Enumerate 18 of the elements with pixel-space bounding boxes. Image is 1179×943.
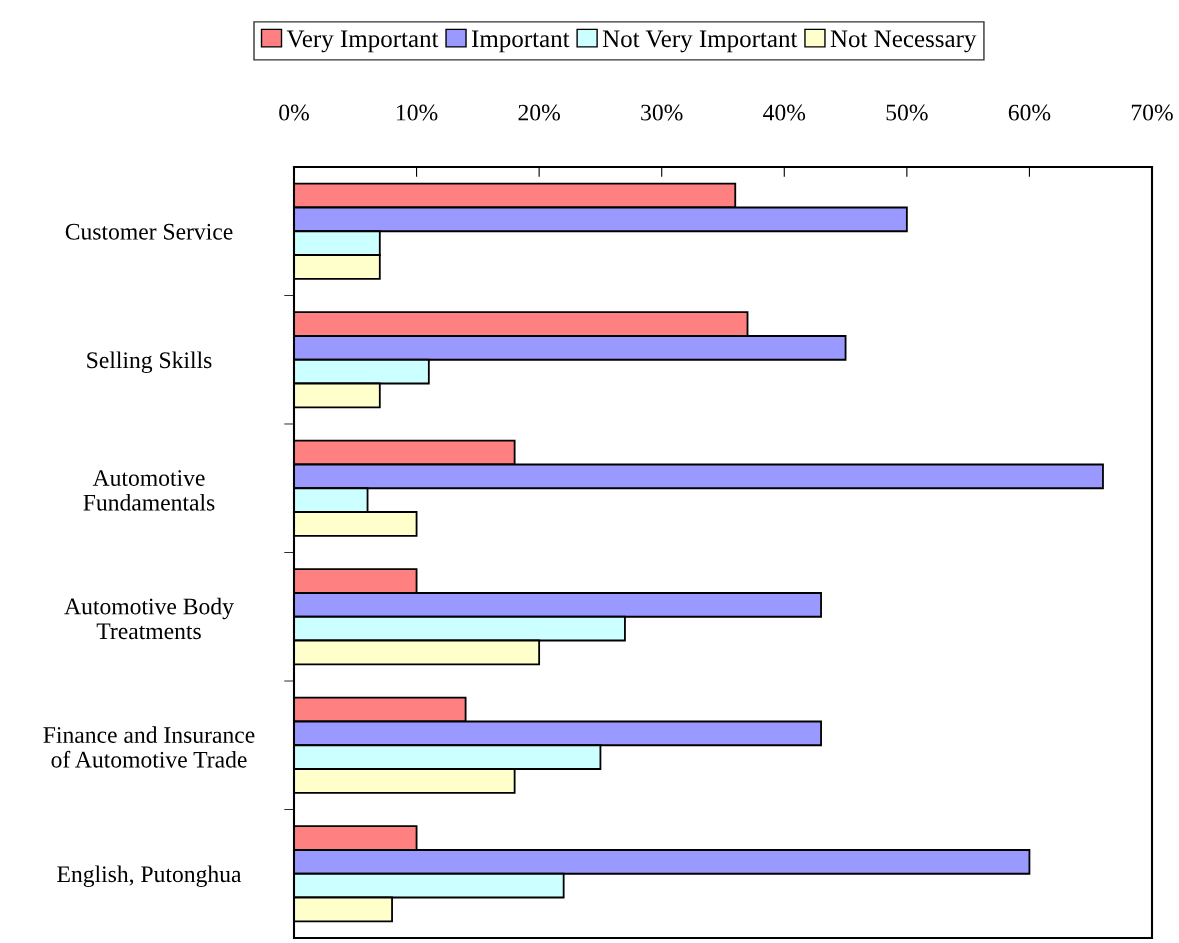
x-tick-label: 40% <box>763 104 806 121</box>
legend-label: Not Necessary <box>830 30 977 53</box>
x-tick-label: 60% <box>1008 104 1051 121</box>
x-tick-label: 70% <box>1131 104 1173 121</box>
legend-label: Not Very Important <box>602 30 798 53</box>
x-tick-label: 30% <box>641 104 683 121</box>
x-tick-label: 20% <box>518 104 560 121</box>
y-tick-label: Selling Skills <box>87 351 212 374</box>
x-tick-label: 0% <box>279 104 309 121</box>
legend-label: Very Important <box>286 30 439 53</box>
y-tick-label: Automotive Body Treatments <box>64 597 234 640</box>
x-tick-label: 50% <box>886 104 928 121</box>
y-tick-label: Customer Service <box>65 223 233 240</box>
legend-label: Important <box>471 30 570 53</box>
y-tick-label: Automotive Fundamentals <box>83 470 215 511</box>
y-tick-label: English, Putonghua <box>57 865 242 888</box>
x-tick-label: 10% <box>397 104 438 121</box>
y-tick-label: Finance and Insurance of Automotive Trade <box>43 726 255 768</box>
